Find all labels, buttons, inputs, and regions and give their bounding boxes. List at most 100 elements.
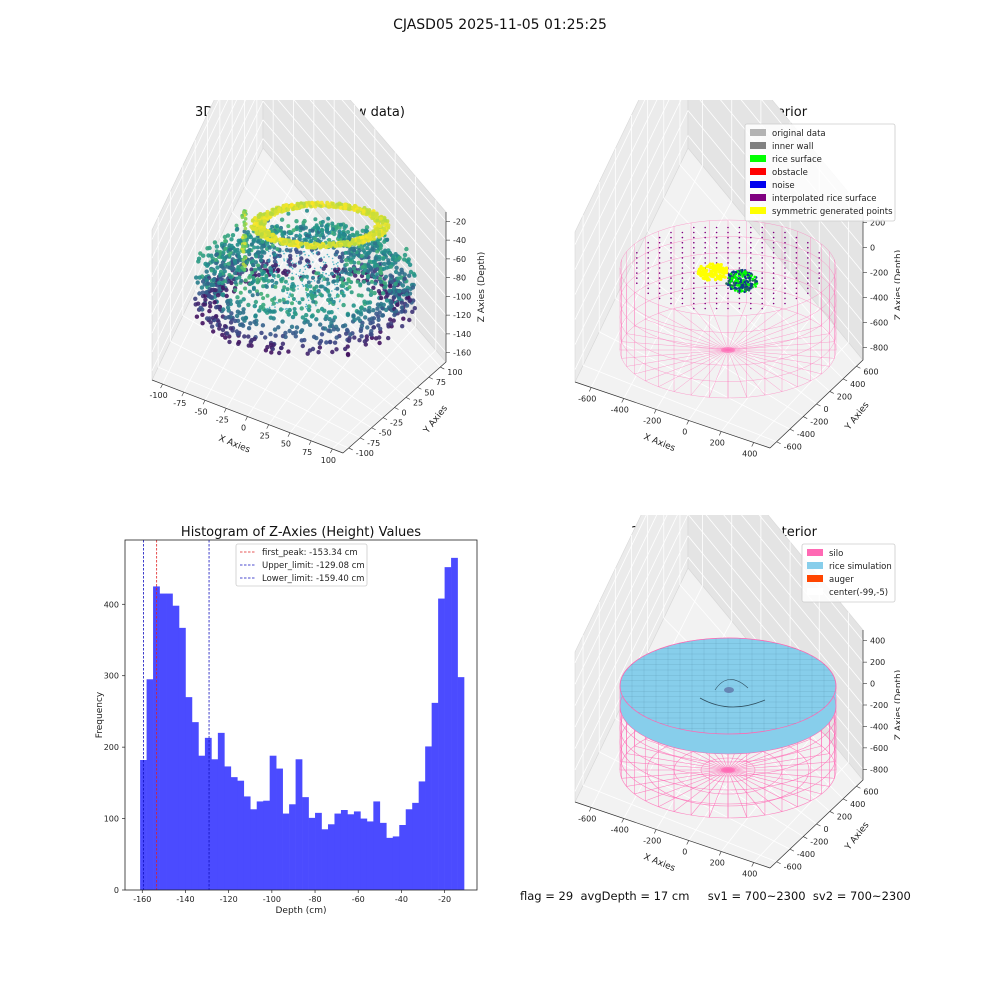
data-point	[287, 296, 290, 298]
data-point	[331, 299, 336, 304]
data-point	[274, 270, 277, 273]
z-tick-label: -600	[870, 744, 888, 753]
legend-frame	[744, 123, 896, 222]
data-point	[324, 228, 329, 232]
data-point	[200, 312, 205, 317]
histogram-bar	[224, 766, 232, 890]
data-point	[283, 330, 288, 336]
x-tick-label: 200	[710, 859, 725, 868]
data-point	[270, 346, 275, 352]
histogram-bar	[418, 781, 426, 890]
data-point	[407, 273, 412, 278]
data-point	[283, 259, 286, 262]
data-point	[291, 247, 293, 250]
data-point	[301, 201, 306, 206]
data-point	[670, 267, 672, 269]
data-point	[727, 279, 731, 283]
y-tick-label: 75	[436, 378, 446, 387]
data-point	[256, 263, 260, 268]
data-point	[267, 244, 269, 246]
data-point	[272, 296, 277, 301]
data-point	[258, 228, 263, 233]
data-point	[328, 255, 330, 258]
histogram-bar	[204, 737, 212, 890]
data-point	[386, 322, 391, 327]
data-point	[772, 241, 775, 244]
data-point	[318, 290, 321, 293]
data-point	[670, 252, 672, 254]
z-tick-label: 200	[870, 219, 885, 228]
data-point	[795, 241, 798, 244]
depth-histogram: Histogram of Z-Axies (Height) Values -160…	[95, 525, 478, 916]
data-point	[376, 317, 381, 322]
data-point	[221, 307, 226, 312]
data-point	[220, 332, 225, 338]
data-point	[222, 324, 228, 329]
data-point	[738, 289, 741, 293]
data-point	[355, 230, 360, 235]
data-point	[358, 328, 363, 334]
data-point	[242, 334, 247, 339]
data-point	[693, 297, 695, 300]
data-point	[267, 260, 270, 263]
data-point	[312, 252, 315, 255]
silo-spoke	[727, 349, 835, 359]
y-tick-label: 400	[850, 800, 865, 809]
data-point	[331, 268, 333, 270]
data-point	[222, 234, 228, 240]
data-point	[391, 295, 396, 300]
data-point	[278, 264, 280, 267]
classify-3d-plot: 3D classify of Silo Interior-600-400-200…	[574, 100, 900, 459]
data-point	[214, 305, 219, 310]
data-point	[324, 261, 327, 264]
data-point	[236, 339, 242, 345]
data-point	[670, 282, 672, 285]
data-point	[399, 305, 405, 310]
data-point	[281, 205, 286, 209]
histogram-bar	[302, 797, 309, 890]
data-point	[715, 236, 718, 239]
data-point	[201, 302, 206, 307]
histogram-bar	[386, 837, 394, 890]
data-point	[647, 246, 649, 249]
histogram-bar	[308, 817, 316, 890]
z-tick-label: -600	[870, 319, 888, 328]
grid-line	[151, 119, 264, 353]
y-tick-mark	[789, 848, 795, 852]
data-point	[647, 257, 649, 259]
data-point	[795, 272, 798, 274]
data-point	[818, 282, 820, 285]
data-point	[282, 208, 286, 213]
data-point	[362, 239, 367, 244]
data-point	[303, 265, 306, 268]
data-point	[242, 267, 247, 272]
x-tick-mark	[653, 829, 657, 834]
data-point	[795, 252, 798, 254]
data-point	[331, 290, 333, 292]
data-point	[294, 206, 299, 211]
data-point	[784, 287, 786, 290]
data-point	[735, 281, 738, 285]
x-tick-label: 25	[260, 432, 270, 441]
data-point	[818, 272, 820, 274]
data-point	[378, 269, 383, 274]
y-axis-label: Y Axies	[421, 404, 450, 437]
data-point	[636, 277, 638, 279]
data-point	[310, 228, 315, 233]
data-point	[647, 252, 649, 254]
data-point	[730, 279, 733, 283]
data-point	[256, 272, 262, 278]
data-point	[241, 310, 246, 315]
data-point	[348, 268, 353, 273]
data-point	[339, 202, 344, 207]
data-point	[246, 343, 251, 348]
data-point	[277, 298, 282, 303]
data-point	[264, 213, 269, 218]
data-point	[298, 263, 300, 265]
data-point	[199, 285, 205, 290]
x-tick-label: -50	[195, 407, 208, 416]
data-point	[217, 322, 222, 328]
data-point	[212, 300, 217, 305]
data-point	[658, 252, 661, 254]
data-point	[328, 274, 330, 277]
